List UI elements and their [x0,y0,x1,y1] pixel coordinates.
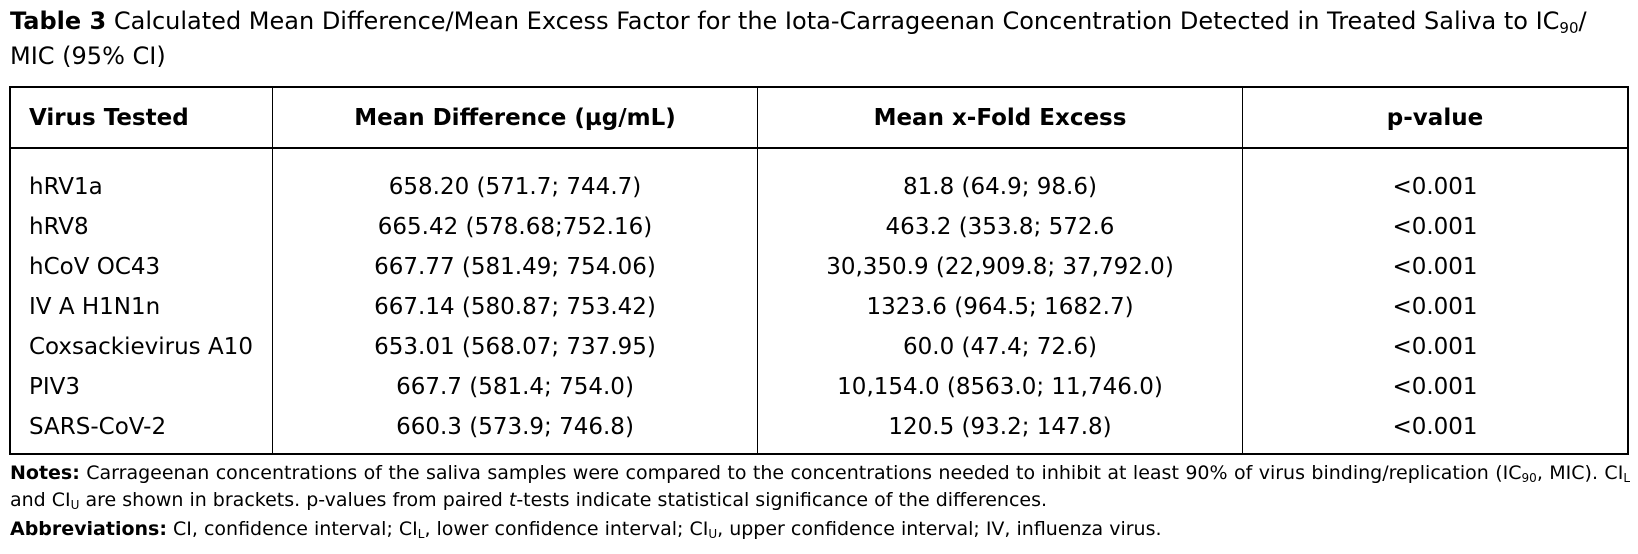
abbreviations-subscript: U [708,527,718,541]
mean-difference-cell: 658.20 (571.7; 744.7) [272,167,758,207]
virus-cell: IV A H1N1n [10,287,273,327]
header-p-value: p-value [1242,87,1628,149]
mean-difference-cell: 653.01 (568.07; 737.95) [272,327,758,367]
virus-cell: hCoV OC43 [10,247,273,287]
caption-text: Calculated Mean Difference/Mean Excess F… [106,7,1560,35]
virus-cell: hRV8 [10,207,273,247]
table-row: hRV8 665.42 (578.68;752.16) 463.2 (353.8… [10,207,1628,247]
x-fold-excess-cell: 1323.6 (964.5; 1682.7) [757,287,1243,327]
notes-paragraph: Notes: Carrageenan concentrations of the… [10,460,1630,514]
notes-label: Notes: [10,462,80,484]
abbreviations-label: Abbreviations: [10,518,167,540]
caption-text-end: / MIC (95% CI) [10,7,1587,70]
p-value-cell: <0.001 [1392,174,1478,200]
virus-cell: Coxsackievirus A10 [10,327,273,367]
table-row: hCoV OC43 667.77 (581.49; 754.06) 30,350… [10,247,1628,287]
notes-text: and CI [10,489,71,511]
p-value-cell: <0.001 [1392,254,1478,280]
spacer-row [10,447,1628,454]
abbreviations-text: , upper confidence interval; IV, influen… [717,518,1162,540]
table-row: SARS-CoV-2 660.3 (573.9; 746.8) 120.5 (9… [10,407,1628,447]
x-fold-excess-cell: 60.0 (47.4; 72.6) [757,327,1243,367]
notes-italic-text: t [508,489,517,511]
p-value-cell: <0.001 [1392,214,1478,240]
x-fold-excess-cell: 120.5 (93.2; 147.8) [757,407,1243,447]
header-mean-x-fold-excess: Mean x-Fold Excess [757,87,1243,149]
notes-text: -tests indicate statistical significance… [516,489,1048,511]
notes-text: , MIC). CI [1536,462,1624,484]
notes-subscript: L [1623,471,1630,485]
table-footnotes: Notes: Carrageenan concentrations of the… [10,460,1630,543]
table-row: PIV3 667.7 (581.4; 754.0) 10,154.0 (8563… [10,367,1628,407]
abbreviations-text: , lower confidence interval; CI [424,518,709,540]
table-caption: Table 3 Calculated Mean Difference/Mean … [10,4,1630,74]
notes-text: are shown in brackets. p-values from pai… [79,489,509,511]
mean-difference-cell: 667.77 (581.49; 754.06) [272,247,758,287]
table-row: hRV1a 658.20 (571.7; 744.7) 81.8 (64.9; … [10,167,1628,207]
virus-cell: PIV3 [10,367,273,407]
notes-subscript: 90 [1521,471,1537,485]
p-value-cell: <0.001 [1392,334,1478,360]
mean-difference-cell: 667.14 (580.87; 753.42) [272,287,758,327]
x-fold-excess-cell: 30,350.9 (22,909.8; 37,792.0) [757,247,1243,287]
x-fold-excess-cell: 463.2 (353.8; 572.6 [757,207,1243,247]
header-mean-difference: Mean Difference (µg/mL) [272,87,758,149]
header-row: Virus Tested Mean Difference (µg/mL) Mea… [10,87,1628,149]
mean-difference-cell: 665.42 (578.68;752.16) [272,207,758,247]
spacer-row [10,148,1628,167]
notes-text: Carrageenan concentrations of the saliva… [79,462,1522,484]
abbreviations-text: CI, confidence interval; CI [166,518,418,540]
table-label: Table 3 [10,7,107,35]
p-value-cell: <0.001 [1392,294,1478,320]
x-fold-excess-cell: 81.8 (64.9; 98.6) [757,167,1243,207]
table-row: Coxsackievirus A10 653.01 (568.07; 737.9… [10,327,1628,367]
abbreviations-paragraph: Abbreviations: CI, confidence interval; … [10,516,1630,543]
x-fold-excess-cell: 10,154.0 (8563.0; 11,746.0) [757,367,1243,407]
virus-cell: SARS-CoV-2 [10,407,273,447]
table-row: IV A H1N1n 667.14 (580.87; 753.42) 1323.… [10,287,1628,327]
p-value-cell: <0.001 [1392,414,1478,440]
results-table: Virus Tested Mean Difference (µg/mL) Mea… [9,86,1629,455]
mean-difference-cell: 660.3 (573.9; 746.8) [272,407,758,447]
caption-subscript: 90 [1559,19,1579,37]
abbreviations-subscript: L [417,527,425,541]
mean-difference-cell: 667.7 (581.4; 754.0) [272,367,758,407]
header-virus-tested: Virus Tested [10,87,273,149]
notes-subscript: U [70,498,80,512]
virus-cell: hRV1a [10,167,273,207]
p-value-cell: <0.001 [1392,374,1478,400]
